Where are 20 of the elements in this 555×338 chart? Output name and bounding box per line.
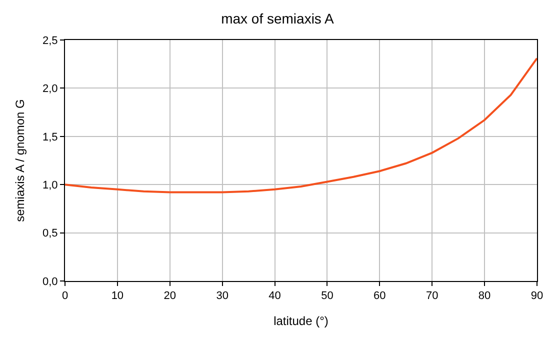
x-axis-title: latitude (°) — [274, 314, 328, 328]
chart-title: max of semiaxis A — [221, 10, 335, 26]
x-tick-label: 50 — [321, 290, 334, 302]
x-tick-label: 40 — [268, 290, 281, 302]
y-tick-label: 2,5 — [42, 34, 58, 47]
y-tick-label: 1,0 — [42, 179, 58, 192]
x-tick-label: 80 — [478, 290, 491, 302]
line-series — [65, 57, 537, 194]
x-tick-label: 60 — [374, 290, 386, 302]
y-tick-label: 0,0 — [42, 276, 58, 288]
y-tick-label: 0,5 — [42, 228, 58, 240]
x-tick-label: 10 — [111, 290, 124, 302]
y-axis-title: semiaxis A / gnomon G — [12, 99, 27, 222]
y-tick-label: 2,0 — [42, 83, 58, 96]
x-tick-label: 90 — [530, 290, 544, 302]
x-tick-label: 20 — [164, 290, 176, 302]
x-tick-label: 0 — [62, 290, 68, 302]
x-tick-label: 70 — [426, 290, 438, 302]
y-tick-label: 1,5 — [42, 131, 58, 144]
x-tick-label: 30 — [216, 290, 228, 302]
